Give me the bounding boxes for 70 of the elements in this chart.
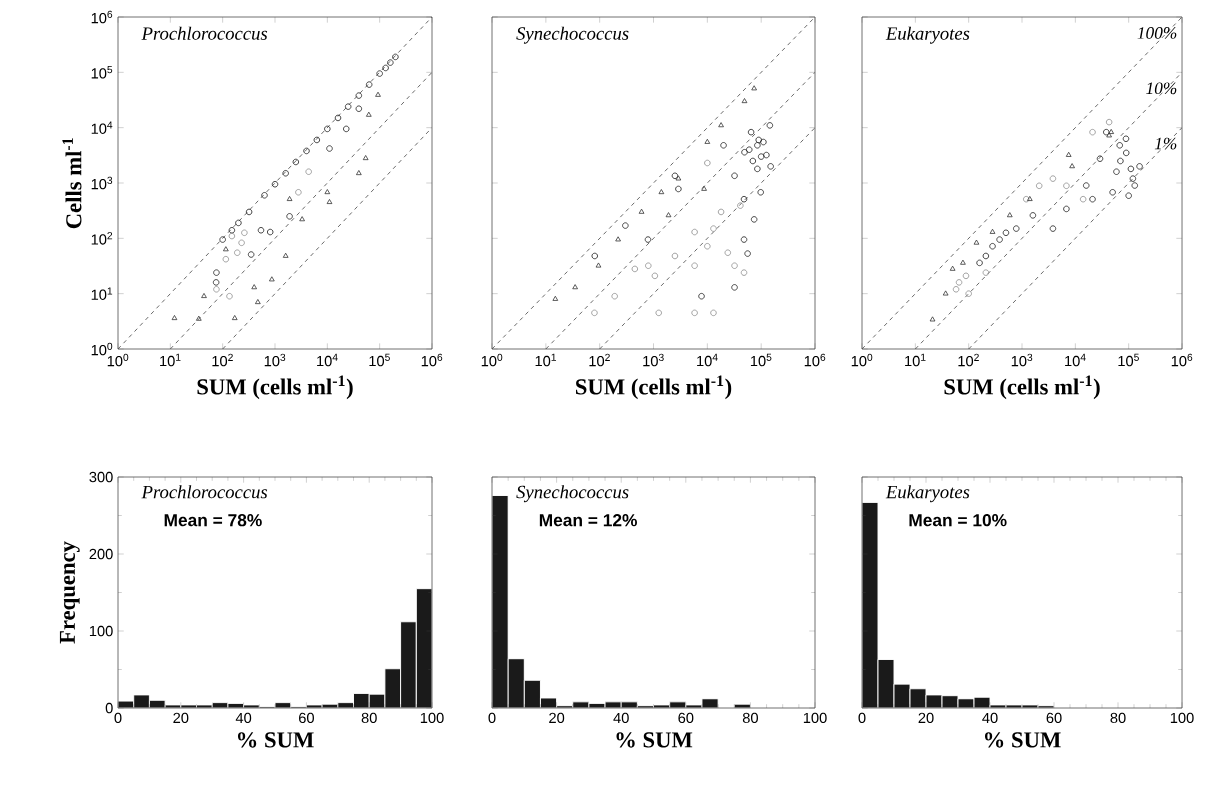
y-tick-label: 10$^{3}$ <box>91 176 113 190</box>
x-tick-label: 10$^{3}$ <box>1011 353 1033 367</box>
y-tick-label: 300 <box>89 471 113 483</box>
x-tick-label: 40 <box>982 712 998 724</box>
x-tick-label: 60 <box>1046 712 1062 724</box>
annotation: 10% <box>1146 82 1177 95</box>
x-axis-title: % SUM <box>237 732 314 748</box>
chart-title: Synechococcus <box>516 485 629 503</box>
x-tick-label: 10$^{1}$ <box>905 353 926 367</box>
x-tick-label: 10$^{3}$ <box>264 353 286 367</box>
chart-title: Synechococcus <box>516 26 629 44</box>
x-tick-label: 0 <box>114 712 122 724</box>
x-tick-label: 10$^{5}$ <box>1118 353 1139 367</box>
x-tick-label: 80 <box>361 712 377 724</box>
x-tick-label: 80 <box>1110 712 1126 724</box>
x-tick-label: 60 <box>678 712 694 724</box>
y-tick-label: 10$^{5}$ <box>91 66 113 79</box>
x-tick-label: 20 <box>173 712 189 724</box>
y-tick-label: 10$^{6}$ <box>91 10 113 24</box>
x-tick-label: 100 <box>420 712 444 724</box>
chart-title: Prochlorococcus <box>141 26 268 40</box>
x-tick-label: 10$^{5}$ <box>369 353 390 367</box>
annotation: Mean = 12% <box>539 514 637 527</box>
y-tick-label: 100 <box>89 625 113 637</box>
y-tick-label: 0 <box>105 702 113 714</box>
x-axis-title: % SUM <box>616 732 693 748</box>
x-tick-label: 40 <box>613 712 629 724</box>
x-tick-label: 10$^{2}$ <box>589 353 610 367</box>
x-tick-label: 10$^{0}$ <box>107 353 129 367</box>
x-tick-label: 10$^{6}$ <box>804 353 826 367</box>
x-tick-label: 10$^{4}$ <box>1065 353 1086 367</box>
y-tick-label: 10$^{4}$ <box>91 121 113 134</box>
y-axis-title: Cells ml$^{-1}$ <box>62 138 82 229</box>
y-tick-label: 10$^{1}$ <box>91 287 113 300</box>
chart-title: Eukaryotes <box>885 485 970 503</box>
x-tick-label: 40 <box>235 712 252 724</box>
x-tick-label: 10$^{2}$ <box>212 353 233 367</box>
x-axis-title: % SUM <box>984 732 1061 748</box>
x-tick-label: 10$^{0}$ <box>851 353 873 367</box>
x-axis-title: SUM (cells ml$^{-1}$) <box>576 375 732 400</box>
x-tick-label: 0 <box>858 712 866 724</box>
annotation: Mean = 10% <box>909 514 1007 527</box>
x-tick-label: 10$^{2}$ <box>958 353 979 367</box>
x-tick-label: 60 <box>299 712 314 724</box>
x-tick-label: 10$^{6}$ <box>1171 353 1193 367</box>
x-tick-label: 10$^{4}$ <box>317 353 338 367</box>
x-tick-label: 10$^{3}$ <box>643 353 664 367</box>
x-tick-label: 20 <box>549 712 565 724</box>
y-axis-title: Frequency <box>59 541 80 644</box>
x-tick-label: 10$^{0}$ <box>481 353 503 367</box>
annotation: 100% <box>1137 27 1177 39</box>
x-axis-title: SUM (cells ml$^{-1}$) <box>944 375 1100 400</box>
x-tick-label: 0 <box>488 712 496 724</box>
x-tick-label: 10$^{4}$ <box>697 353 718 367</box>
annotation: 1% <box>1154 137 1177 150</box>
x-tick-label: 80 <box>742 712 758 724</box>
x-tick-label: 10$^{5}$ <box>750 353 772 367</box>
chart-title: Eukaryotes <box>885 26 970 44</box>
y-tick-label: 10$^{2}$ <box>91 232 113 245</box>
x-tick-label: 100 <box>1170 712 1194 724</box>
x-tick-label: 10$^{1}$ <box>535 353 557 367</box>
chart-title: Prochlorococcus <box>141 485 268 499</box>
x-axis-title: SUM (cells ml$^{-1}$) <box>197 375 353 400</box>
y-tick-label: 200 <box>89 548 113 560</box>
annotation: Mean = 78% <box>164 514 262 527</box>
x-tick-label: 20 <box>918 712 934 724</box>
x-tick-label: 10$^{6}$ <box>421 353 443 367</box>
x-tick-label: 10$^{1}$ <box>160 353 181 367</box>
x-tick-label: 100 <box>803 712 827 724</box>
y-tick-label: 10$^{0}$ <box>91 342 113 356</box>
